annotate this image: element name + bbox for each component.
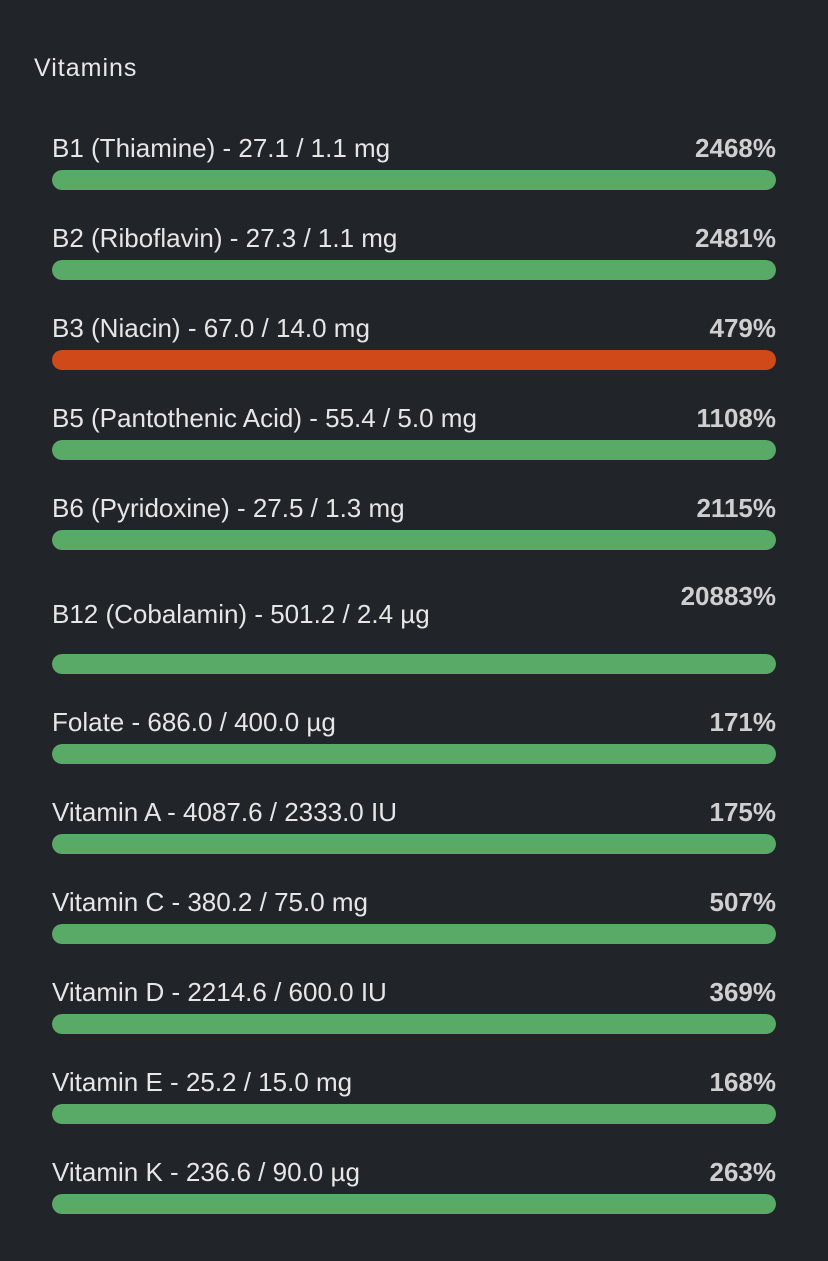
vitamin-label: B3 (Niacin) - 67.0 / 14.0 mg	[52, 313, 370, 343]
vitamin-percent: 507%	[709, 887, 777, 917]
vitamin-label: Vitamin A - 4087.6 / 2333.0 IU	[52, 797, 397, 827]
vitamin-label: B2 (Riboflavin) - 27.3 / 1.1 mg	[52, 223, 398, 253]
progress-bar-fill	[52, 924, 776, 944]
vitamin-label: B1 (Thiamine) - 27.1 / 1.1 mg	[52, 133, 391, 163]
progress-bar	[52, 440, 776, 460]
vitamin-label: B5 (Pantothenic Acid) - 55.4 / 5.0 mg	[52, 403, 477, 433]
progress-bar-fill	[52, 1014, 776, 1034]
progress-bar	[52, 834, 776, 854]
vitamin-percent: 479%	[709, 313, 777, 343]
progress-bar-fill	[52, 530, 776, 550]
progress-bar	[52, 1014, 776, 1034]
progress-bar-fill	[52, 654, 776, 674]
progress-bar-fill	[52, 350, 776, 370]
vitamin-label: B6 (Pyridoxine) - 27.5 / 1.3 mg	[52, 493, 405, 523]
progress-bar-fill	[52, 1104, 776, 1124]
vitamin-percent: 2115%	[696, 493, 776, 523]
progress-bar-fill	[52, 170, 776, 190]
vitamin-percent: 2468%	[695, 133, 776, 163]
vitamin-label: B12 (Cobalamin) - 501.2 / 2.4 µg	[52, 599, 430, 629]
progress-bar	[52, 260, 776, 280]
vitamin-percent: 2481%	[695, 223, 776, 253]
vitamin-label: Vitamin C - 380.2 / 75.0 mg	[52, 887, 369, 917]
vitamin-percent: 168%	[709, 1067, 777, 1097]
progress-bar-fill	[52, 744, 776, 764]
progress-bar	[52, 924, 776, 944]
vitamin-label: Vitamin E - 25.2 / 15.0 mg	[52, 1067, 353, 1097]
vitamin-label: Folate - 686.0 / 400.0 µg	[52, 707, 336, 737]
vitamin-percent: 1108%	[696, 403, 776, 433]
progress-bar	[52, 350, 776, 370]
progress-bar	[52, 170, 776, 190]
progress-bar-fill	[52, 440, 776, 460]
vitamin-label: Vitamin D - 2214.6 / 600.0 IU	[52, 977, 387, 1007]
vitamin-percent: 175%	[709, 797, 777, 827]
progress-bar	[52, 1104, 776, 1124]
progress-bar	[52, 1194, 776, 1214]
progress-bar-fill	[52, 834, 776, 854]
section-title: Vitamins	[34, 54, 138, 82]
vitamin-label: Vitamin K - 236.6 / 90.0 µg	[52, 1157, 360, 1187]
vitamin-percent: 263%	[709, 1157, 777, 1187]
vitamin-percent: 369%	[709, 977, 777, 1007]
vitamin-percent: 171%	[709, 707, 777, 737]
vitamin-percent: 20883%	[680, 581, 776, 611]
progress-bar	[52, 744, 776, 764]
progress-bar	[52, 530, 776, 550]
progress-bar-fill	[52, 1194, 776, 1214]
progress-bar-fill	[52, 260, 776, 280]
progress-bar	[52, 654, 776, 674]
